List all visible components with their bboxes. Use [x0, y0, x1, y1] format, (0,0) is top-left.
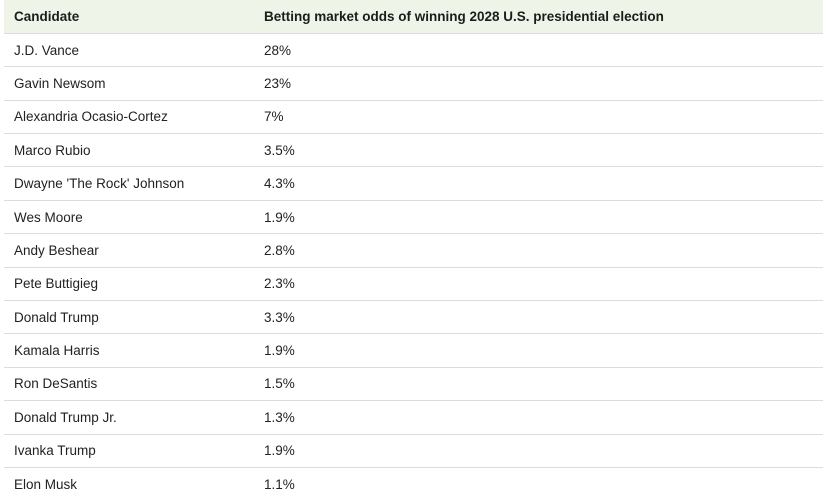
table-row: Kamala Harris 1.9% [4, 333, 823, 368]
candidate-cell: Elon Musk [4, 466, 254, 501]
odds-cell: 23% [254, 66, 823, 101]
table-row: Wes Moore 1.9% [4, 199, 823, 234]
table-row: Donald Trump 3.3% [4, 300, 823, 334]
table-row: Marco Rubio 3.5% [4, 133, 823, 167]
odds-cell: 1.5% [254, 366, 823, 401]
candidate-cell: Ron DeSantis [4, 366, 254, 401]
table-body: J.D. Vance 28% Gavin Newsom 23% Alexandria O… [4, 32, 823, 501]
table-row: Dwayne 'The Rock' Johnson 4.3% [4, 166, 823, 201]
header-cell: Betting market odds of winning 2028 U.S.… [254, 0, 823, 34]
candidate-cell: Pete Buttigieg [4, 266, 254, 301]
table-row: Donald Trump Jr. 1.3% [4, 400, 823, 435]
odds-cell: 7% [254, 99, 823, 134]
odds-cell: 1.9% [254, 199, 823, 234]
table-row: J.D. Vance 28% [4, 32, 823, 67]
candidate-cell: Alexandria Ocasio-Cortez [4, 99, 254, 134]
odds-cell: 3.3% [254, 300, 823, 334]
candidate-cell: Donald Trump Jr. [4, 400, 254, 435]
candidate-cell: Gavin Newsom [4, 66, 254, 101]
table-row: Andy Beshear 2.8% [4, 233, 823, 268]
table-row: Pete Buttigieg 2.3% [4, 266, 823, 301]
candidate-cell: Donald Trump [4, 300, 254, 334]
odds-cell: 1.1% [254, 466, 823, 501]
table-row: Ron DeSantis 1.5% [4, 366, 823, 401]
odds-cell: 28% [254, 32, 823, 67]
table-row: Alexandria Ocasio-Cortez 7% [4, 99, 823, 134]
table-row: Ivanka Trump 1.9% [4, 433, 823, 468]
candidate-cell: Andy Beshear [4, 233, 254, 268]
candidate-cell: Wes Moore [4, 199, 254, 234]
header-row: Candidate Betting market odds of winning … [4, 0, 823, 34]
odds-cell: 2.8% [254, 233, 823, 268]
table-row: Gavin Newsom 23% [4, 66, 823, 101]
table-row: Elon Musk 1.1% [4, 466, 823, 501]
candidate-cell: Marco Rubio [4, 133, 254, 167]
odds-cell: 2.3% [254, 266, 823, 301]
odds-cell: 4.3% [254, 166, 823, 201]
candidate-cell: Kamala Harris [4, 333, 254, 368]
candidate-cell: Ivanka Trump [4, 433, 254, 468]
odds-table: Candidate Betting market odds of winning … [4, 0, 823, 501]
candidate-cell: J.D. Vance [4, 32, 254, 67]
odds-cell: 3.5% [254, 133, 823, 167]
header-cell: Candidate [4, 0, 254, 34]
candidate-cell: Dwayne 'The Rock' Johnson [4, 166, 254, 201]
odds-cell: 1.9% [254, 333, 823, 368]
odds-cell: 1.3% [254, 400, 823, 435]
odds-cell: 1.9% [254, 433, 823, 468]
